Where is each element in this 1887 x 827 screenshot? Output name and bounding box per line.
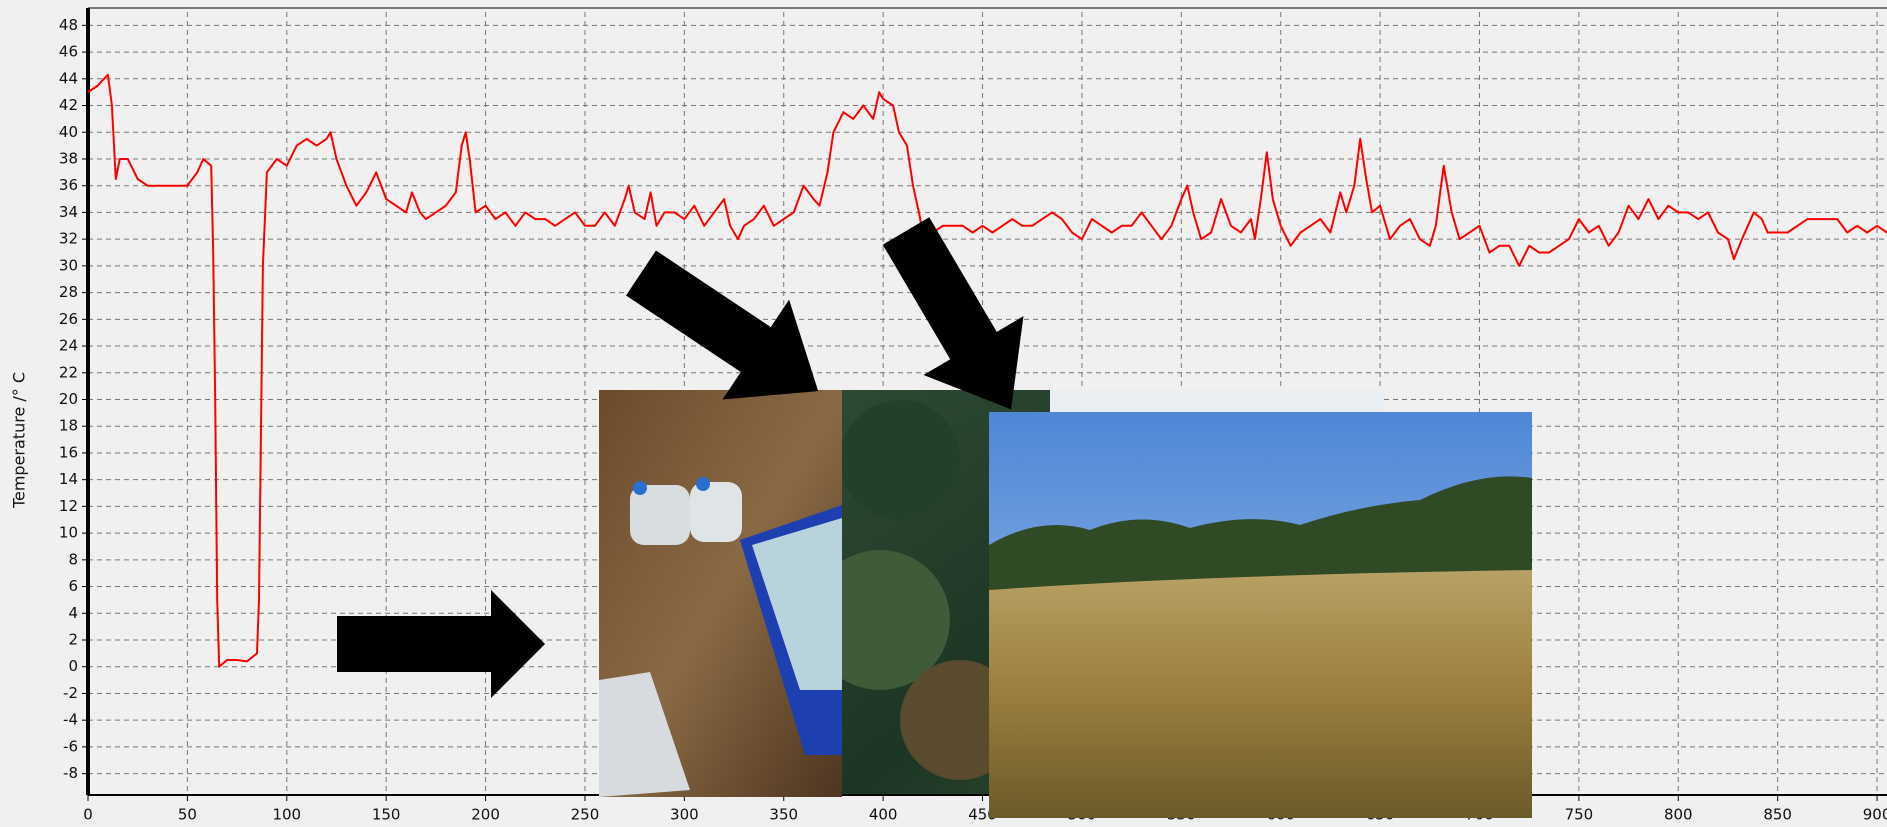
y-tick-label: 36 [59,176,78,194]
x-tick-label: 250 [571,806,600,824]
photo-cooler [599,390,842,797]
y-tick-label: 28 [59,283,78,301]
x-tick-label: 850 [1763,806,1792,824]
y-axis-label: Temperature /° C [10,372,29,509]
y-tick-label: 40 [59,123,78,141]
y-tick-label: 46 [59,43,78,61]
y-tick-label: 38 [59,149,78,167]
y-tick-label: 16 [59,443,78,461]
x-tick-label: 350 [769,806,798,824]
y-tick-label: 0 [68,657,78,675]
y-tick-label: -4 [63,711,78,729]
page: -8-6-4-202468101214161820222426283032343… [0,0,1887,827]
y-tick-label: 42 [59,96,78,114]
y-tick-label: 14 [59,470,78,488]
y-tick-label: 4 [68,604,78,622]
y-tick-label: 48 [59,16,78,34]
x-tick-label: 750 [1565,806,1594,824]
x-tick-label: 50 [178,806,197,824]
y-tick-label: 2 [68,631,78,649]
y-tick-label: 44 [59,69,78,87]
x-tick-label: 300 [670,806,699,824]
photo-grassland [989,412,1532,818]
y-tick-label: 18 [59,417,78,435]
x-tick-label: 200 [471,806,500,824]
y-tick-label: 12 [59,497,78,515]
chart: -8-6-4-202468101214161820222426283032343… [0,0,1887,827]
y-tick-label: 30 [59,256,78,274]
y-tick-label: 22 [59,363,78,381]
x-tick-label: 900 [1863,806,1887,824]
x-tick-label: 0 [83,806,93,824]
y-tick-label: 26 [59,310,78,328]
y-tick-label: 10 [59,524,78,542]
x-tick-label: 100 [272,806,301,824]
y-tick-label: -2 [63,684,78,702]
y-tick-label: 6 [68,577,78,595]
y-tick-label: 34 [59,203,78,221]
y-tick-label: 8 [68,550,78,568]
y-tick-label: 24 [59,337,78,355]
y-tick-label: -8 [63,764,78,782]
x-tick-label: 150 [372,806,401,824]
y-tick-label: 20 [59,390,78,408]
y-tick-label: 32 [59,230,78,248]
y-tick-label: -6 [63,737,78,755]
x-tick-label: 800 [1664,806,1693,824]
x-tick-label: 400 [869,806,898,824]
